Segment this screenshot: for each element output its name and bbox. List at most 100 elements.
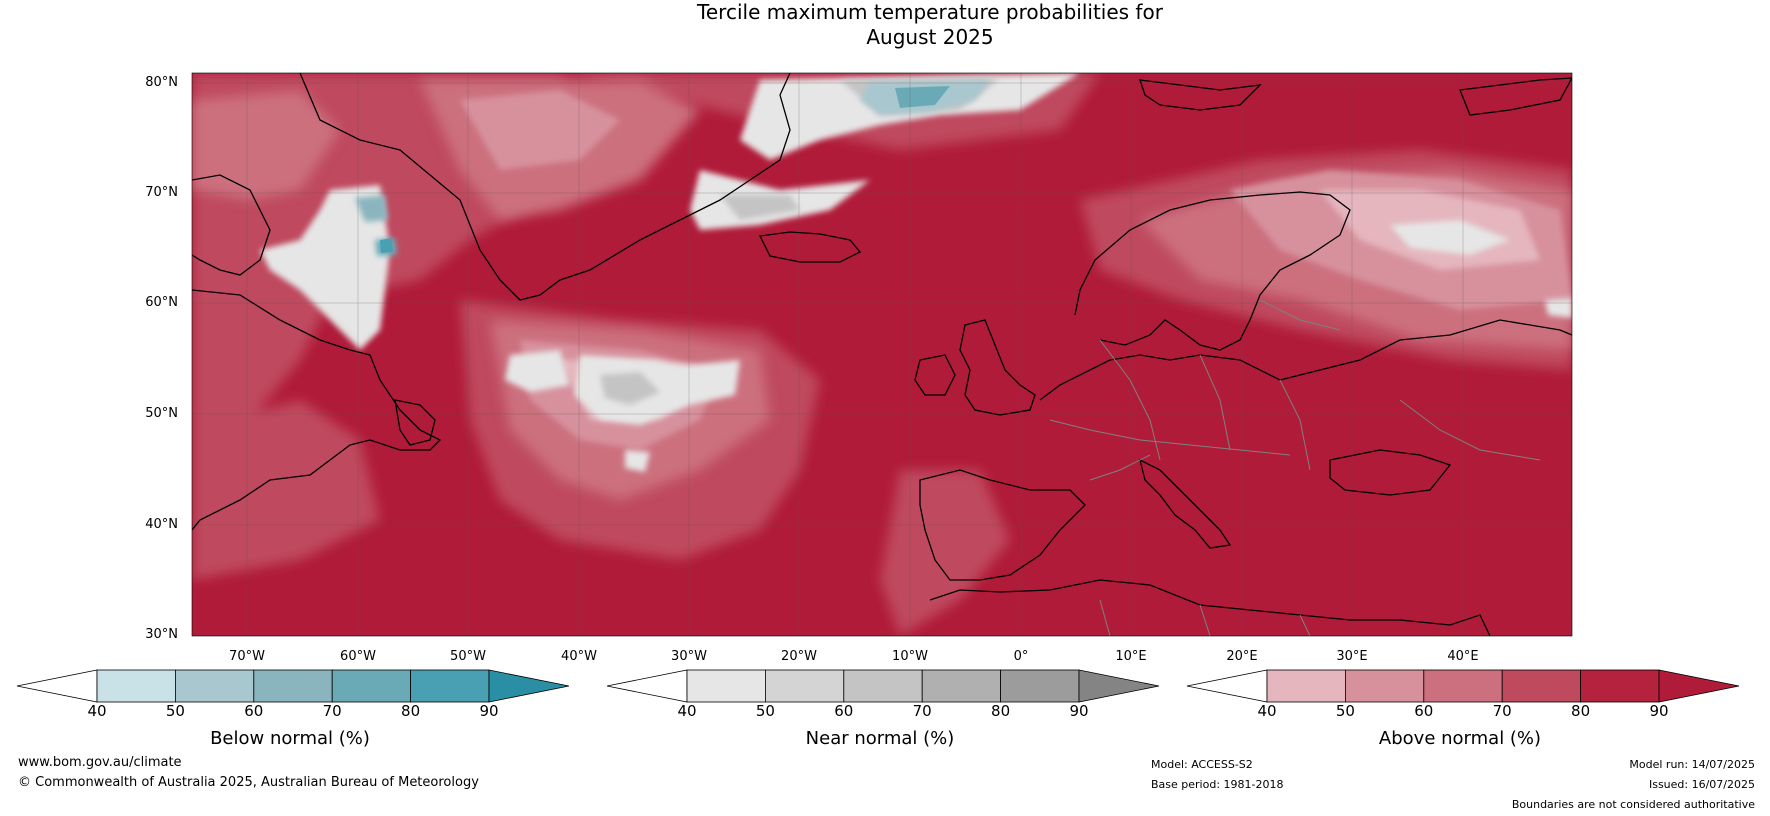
near-normal-darker-atlantic (600, 372, 660, 405)
coast-italy (1139, 458, 1232, 549)
footer-model: Model: ACCESS-S2 (1151, 758, 1253, 771)
coast-ireland (914, 354, 956, 396)
colorbar-below-segment-3 (331, 669, 412, 703)
colorbar-above-tick-4: 80 (1571, 702, 1591, 720)
lat-label-60n: 60°N (145, 295, 178, 310)
footer-model-run: Model run: 14/07/2025 (1629, 758, 1755, 771)
colorbar-near-tick-1: 50 (755, 702, 775, 720)
coastlines (192, 73, 1572, 636)
footer-base-period: Base period: 1981-2018 (1151, 778, 1284, 791)
lon-label-10e: 10°E (1115, 649, 1147, 664)
chart-title-line1: Tercile maximum temperature probabilitie… (697, 0, 1163, 24)
colorbar-near-max-extend (1078, 669, 1160, 703)
coast-britain (959, 319, 1036, 416)
near-normal-zone-atlantic-west (505, 350, 570, 392)
coast-europe (1039, 319, 1572, 401)
lon-label-40w: 40°W (561, 649, 597, 664)
colorbar-below-tick-3: 70 (322, 702, 342, 720)
colorbar-above (1186, 669, 1740, 703)
colorbar-below-tick-4: 80 (401, 702, 421, 720)
colorbar-near-segment-2 (843, 669, 923, 703)
colorbar-below-title: Below normal (%) (210, 728, 370, 749)
footer-issued: Issued: 16/07/2025 (1648, 778, 1755, 791)
coast-black-sea (1329, 449, 1452, 496)
colorbar-above-min-extend (1186, 669, 1268, 703)
lon-label-20e: 20°E (1226, 649, 1258, 664)
below-normal-core-greenland-sea (895, 86, 950, 108)
colorbar-below (16, 669, 570, 703)
near-normal-zone-russia-east (1545, 298, 1572, 318)
colorbar-near-min-extend (606, 669, 688, 703)
colorbar-above-tick-0: 40 (1257, 702, 1277, 720)
lon-label-30w: 30°W (671, 649, 707, 664)
colorbar-near-tick-5: 90 (1069, 702, 1089, 720)
colorbar-above-tick-1: 50 (1335, 702, 1355, 720)
colorbar-below-tick-5: 90 (479, 702, 499, 720)
lon-label-50w: 50°W (450, 649, 486, 664)
lat-label-70n: 70°N (145, 185, 178, 200)
above-70-zone-iberia (880, 470, 1010, 636)
near-normal-darker-iceland-north (720, 195, 800, 220)
coast-newfoundland (394, 399, 436, 446)
colorbar-above-segment-4 (1580, 669, 1660, 703)
colorbar-near-segment-0 (686, 669, 766, 703)
near-normal-zone-atlantic-small (625, 450, 650, 472)
below-normal-core-davis-strait (380, 238, 393, 253)
coast-iberia (919, 469, 1086, 581)
colorbar-above-segments (1266, 669, 1660, 703)
coast-iceland (759, 231, 862, 263)
above-60-zone-west (192, 90, 340, 200)
coast-baffin (192, 174, 271, 276)
coast-scandinavia (1074, 191, 1351, 351)
footer-website: www.bom.gov.au/climate (18, 755, 182, 770)
country-borders (1049, 299, 1541, 636)
colorbar-near-tick-4: 80 (991, 702, 1011, 720)
near-normal-zone-russia (1390, 220, 1510, 255)
colorbar-above-tick-2: 60 (1414, 702, 1434, 720)
colorbar-below-tick-0: 40 (87, 702, 107, 720)
lon-label-20w: 20°W (781, 649, 817, 664)
lon-label-30e: 30°E (1336, 649, 1368, 664)
colorbar-below-segment-1 (174, 669, 255, 703)
colorbar-below-segment-2 (253, 669, 333, 703)
colorbar-above-segment-2 (1423, 669, 1503, 703)
lat-label-80n: 80°N (145, 75, 178, 90)
colorbar-above-title: Above normal (%) (1378, 728, 1542, 749)
footer-disclaimer: Boundaries are not considered authoritat… (1511, 798, 1755, 811)
colorbar-near (606, 669, 1160, 703)
colorbar-above-tick-5: 90 (1649, 702, 1669, 720)
lon-label-10w: 10°W (892, 649, 928, 664)
colorbar-near-tick-0: 40 (677, 702, 697, 720)
lon-label-60w: 60°W (340, 649, 376, 664)
colorbar-below-segment-4 (410, 669, 490, 703)
above-70-zone-labrador (192, 400, 380, 580)
coast-novaya-zemlya (1459, 77, 1572, 116)
lat-label-40n: 40°N (145, 517, 178, 532)
near-normal-zone-davis-strait (260, 185, 390, 350)
lat-label-50n: 50°N (145, 406, 178, 421)
graticule (192, 73, 1572, 636)
colorbar-below-segment-0 (96, 669, 176, 703)
map-frame (191, 72, 1573, 637)
colorbar-near-segment-4 (1000, 669, 1080, 703)
chart-title: Tercile maximum temperature probabilitie… (0, 0, 1770, 50)
colorbar-above-segment-3 (1501, 669, 1582, 703)
footer-copyright: © Commonwealth of Australia 2025, Austra… (18, 775, 479, 790)
chart-title-line2: August 2025 (866, 25, 994, 49)
colorbar-near-title: Near normal (%) (805, 728, 955, 749)
colorbar-below-tick-2: 60 (244, 702, 264, 720)
lon-label-70w: 70°W (229, 649, 265, 664)
above-50-zone-greenland-sea (460, 90, 620, 170)
lat-label-30n: 30°N (145, 627, 178, 642)
colorbar-near-tick-3: 70 (912, 702, 932, 720)
coast-north-africa (929, 579, 1491, 636)
coast-svalbard (1139, 79, 1262, 111)
probability-map (191, 72, 1573, 637)
colorbar-above-max-extend (1658, 669, 1740, 703)
colorbar-below-segments (96, 669, 490, 703)
colorbar-near-tick-2: 60 (834, 702, 854, 720)
colorbar-below-max-extend (488, 669, 570, 703)
lon-label-40e: 40°E (1447, 649, 1479, 664)
coast-greenland (299, 73, 791, 301)
colorbar-above-segment-1 (1344, 669, 1425, 703)
